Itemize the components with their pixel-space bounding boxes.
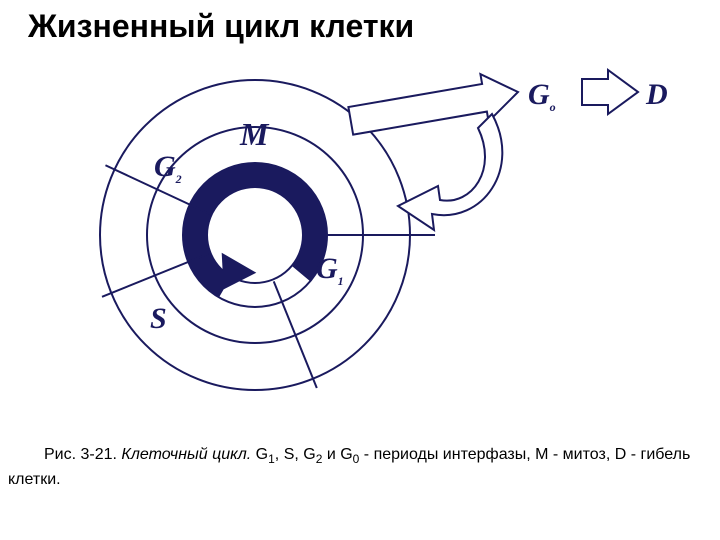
caption-prefix: Рис. 3-21.: [44, 446, 117, 463]
label-m: M: [240, 116, 268, 153]
caption-rest2: , S, G: [275, 446, 316, 463]
label-g0-sub: o: [550, 100, 556, 114]
caption-rest3: и G: [322, 446, 352, 463]
diagram-svg: [0, 50, 720, 420]
label-g2-sub: 2: [176, 172, 182, 186]
label-s: S: [150, 302, 167, 336]
page-title: Жизненный цикл клетки: [28, 8, 414, 45]
label-g0: Go: [528, 78, 556, 115]
label-d: D: [646, 78, 668, 112]
label-g1: G1: [316, 252, 344, 289]
caption-rest1: G: [256, 446, 268, 463]
label-g1-g: G: [316, 252, 338, 285]
caption-italic: Клеточный цикл.: [121, 446, 251, 463]
caption-sub1: 1: [268, 452, 275, 466]
figure-caption: Рис. 3-21. Клеточный цикл. G1, S, G2 и G…: [8, 443, 712, 492]
label-g1-sub: 1: [338, 274, 344, 288]
cell-cycle-diagram: M G2 S G1 Go D: [0, 50, 720, 420]
label-g0-g: G: [528, 78, 550, 111]
label-g2: G2: [154, 150, 182, 187]
label-g2-g: G: [154, 150, 176, 183]
